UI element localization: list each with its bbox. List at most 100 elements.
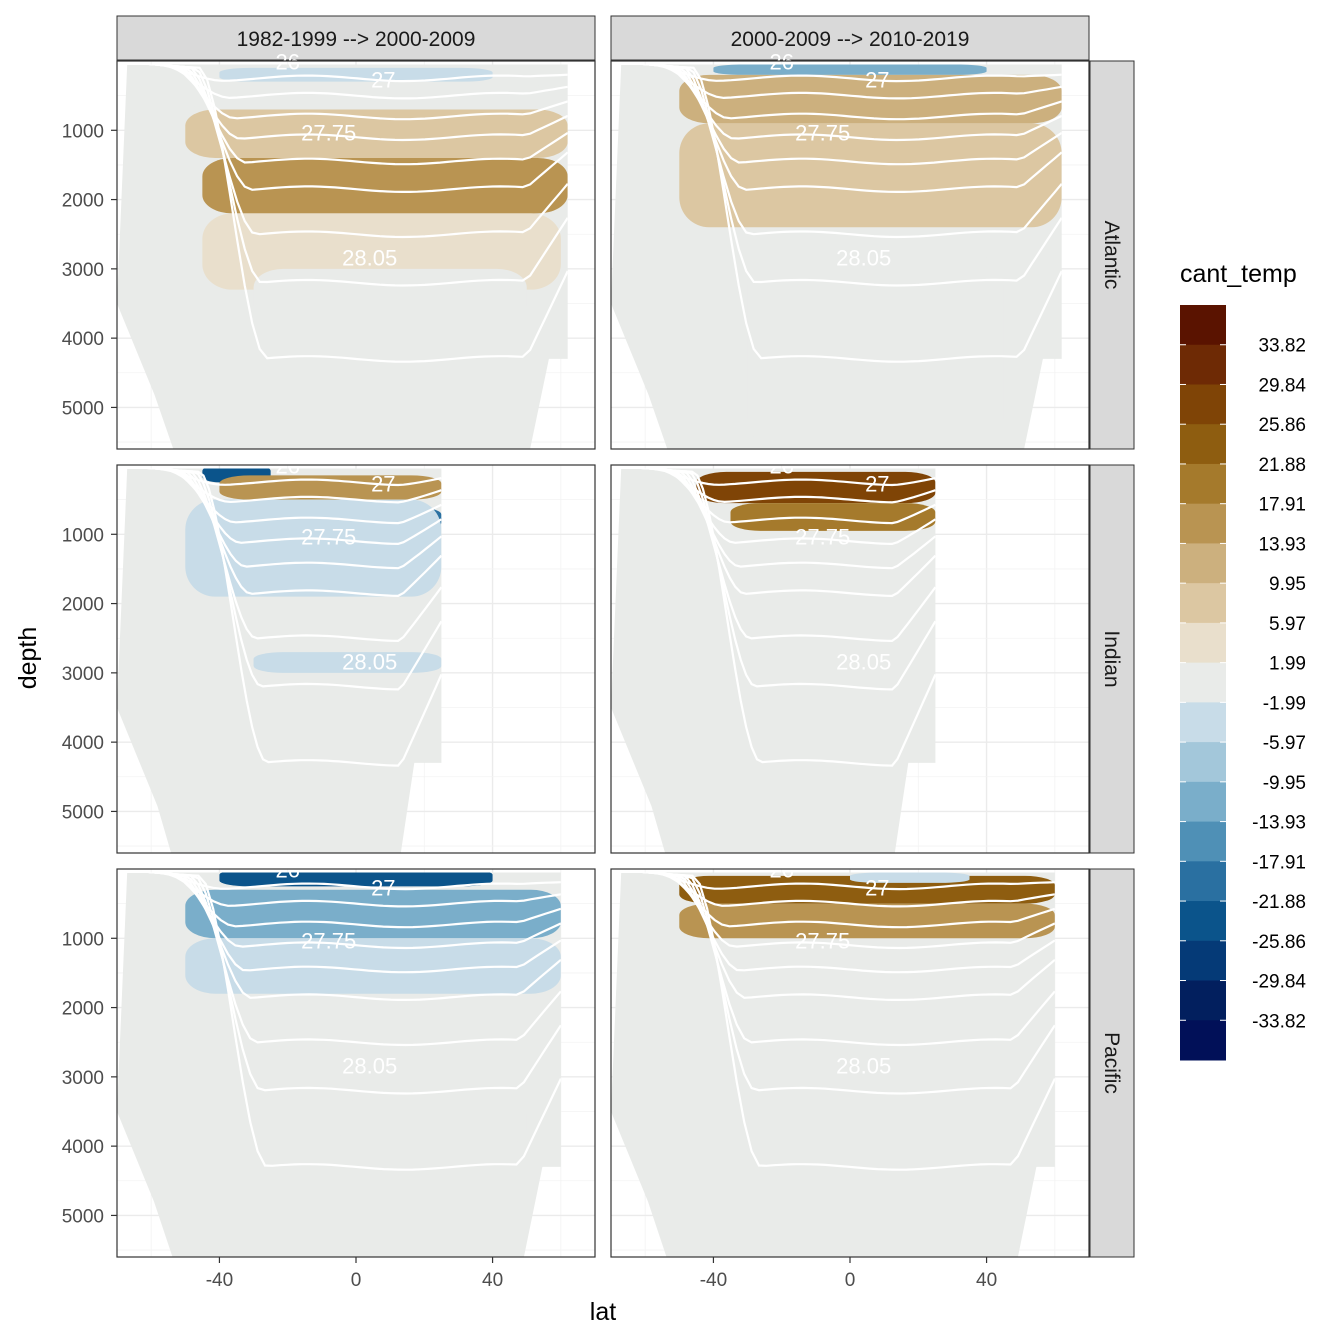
legend-swatch [1180,821,1226,862]
legend-swatch [1180,543,1226,584]
y-tick-label: 5000 [62,1206,104,1227]
legend-break-label: -33.82 [1252,1011,1306,1032]
legend-swatch [1180,861,1226,902]
contour-label: 27 [371,67,395,92]
row-strip-pacific: Pacific [1089,868,1135,1258]
contour-line [611,872,1055,891]
contour-line [117,872,561,1001]
anomaly-band-1 [679,74,1062,124]
legend-swatch [1180,702,1226,743]
density-contours [611,64,1062,363]
anomaly-bands [185,67,568,325]
contour-line [117,64,568,363]
panel-border [116,60,596,450]
x-tick-label: -40 [700,1270,727,1291]
legend-swatch [1180,1020,1226,1061]
legend: cant_temp 33.82 29.84 25.86 21.88 17.91 13.93… [1180,260,1306,1061]
contour-line [611,64,1062,166]
contour-line [117,64,568,193]
contour-line [117,64,568,142]
row-strip-atlantic: Atlantic [1089,60,1135,450]
y-axes: 1000 2000 3000 4000 5000 1000 2000 3000 4000 5000… [62,121,117,1227]
panel-border [116,464,596,854]
contour-label: 27 [371,875,395,900]
contour-label: 28.05 [836,1053,891,1078]
anomaly-bands [679,64,1062,449]
x-tick-label: 0 [845,1270,856,1291]
y-tick-label: 2000 [62,595,104,616]
y-tick-label: 1000 [62,929,104,950]
svg-text:2000-2009 --> 2010-2019: 2000-2009 --> 2010-2019 [731,28,970,51]
x-axes: -40 0 40 -40 0 40 [206,1257,997,1291]
legend-swatch [1180,742,1226,783]
anomaly-band-2 [679,123,1062,228]
anomaly-bands [679,872,1055,939]
contour-label: 27 [371,471,395,496]
legend-break-label: -21.88 [1252,892,1306,913]
svg-text:Indian: Indian [1100,630,1123,687]
legend-swatch [1180,424,1226,465]
contour-line [611,872,1055,1171]
anomaly-band-1 [679,903,1055,939]
contour-line [611,872,1055,974]
panel-atlantic-period-1: 26 27 27.75 28.05 [116,49,596,450]
anomaly-band-2 [185,109,568,158]
svg-text:Atlantic: Atlantic [1100,221,1123,290]
x-axis-title: lat [590,1298,616,1326]
ocean-section [611,468,936,853]
contour-line [117,64,568,166]
contour-line [611,872,1055,950]
anomaly-band-2 [850,872,970,883]
density-contours [117,468,442,767]
panel-indian-period-1: 26 27 27.75 28.05 [116,453,596,854]
density-contours [611,468,936,767]
y-tick-label: 1000 [62,121,104,142]
contour-label: 27.75 [795,121,850,146]
density-contours [117,872,561,1171]
contour-label: 26 [769,857,793,882]
legend-break-label: 9.95 [1269,574,1306,595]
anomaly-band-4 [253,652,442,673]
x-tick-label: 40 [976,1270,997,1291]
anomaly-band-0 [219,67,493,82]
contour-label: 28.05 [342,1053,397,1078]
contour-label: 26 [275,857,299,882]
contour-line [117,872,561,950]
panel-indian-period-2: 26 27 27.75 28.05 [610,453,1090,854]
panel-border [610,60,1090,450]
contour-line [611,64,1062,363]
y-tick-label: 2000 [62,999,104,1020]
contour-label: 27.75 [301,525,356,550]
y-tick-label: 1000 [62,525,104,546]
legend-swatch [1180,583,1226,624]
y-tick-label: 2000 [62,191,104,212]
contour-label: 27.75 [301,929,356,954]
y-tick-label: 5000 [62,802,104,823]
legend-break-label: 25.86 [1258,415,1306,436]
panel-border [610,464,1090,854]
legend-break-label: 21.88 [1258,455,1306,476]
contour-label: 27.75 [795,929,850,954]
y-tick-label: 3000 [62,664,104,685]
legend-labels: 33.82 29.84 25.86 21.88 17.91 13.93 9.95 5.97 1.… [1252,336,1306,1033]
svg-text:Pacific: Pacific [1100,1032,1123,1094]
contour-label: 28.05 [342,649,397,674]
y-tick-label: 3000 [62,260,104,281]
x-tick-label: -40 [206,1270,233,1291]
legend-break-label: -13.93 [1252,813,1306,834]
legend-break-label: 33.82 [1258,336,1306,357]
contour-label: 26 [275,49,299,74]
contour-label: 27 [865,471,889,496]
contour-label: 27 [865,875,889,900]
y-tick-label: 4000 [62,733,104,754]
legend-break-label: 13.93 [1258,534,1306,555]
legend-colorbar [1180,305,1226,1061]
panel-pacific-period-1: 26 27 27.75 28.05 [116,857,596,1258]
legend-swatch [1180,662,1226,703]
legend-break-label: 1.99 [1269,654,1306,675]
anomaly-band-2 [185,938,561,994]
anomaly-band-3 [338,1097,527,1147]
contour-label: 26 [769,453,793,478]
legend-break-label: -25.86 [1252,932,1306,953]
anomaly-band-0 [696,471,936,504]
